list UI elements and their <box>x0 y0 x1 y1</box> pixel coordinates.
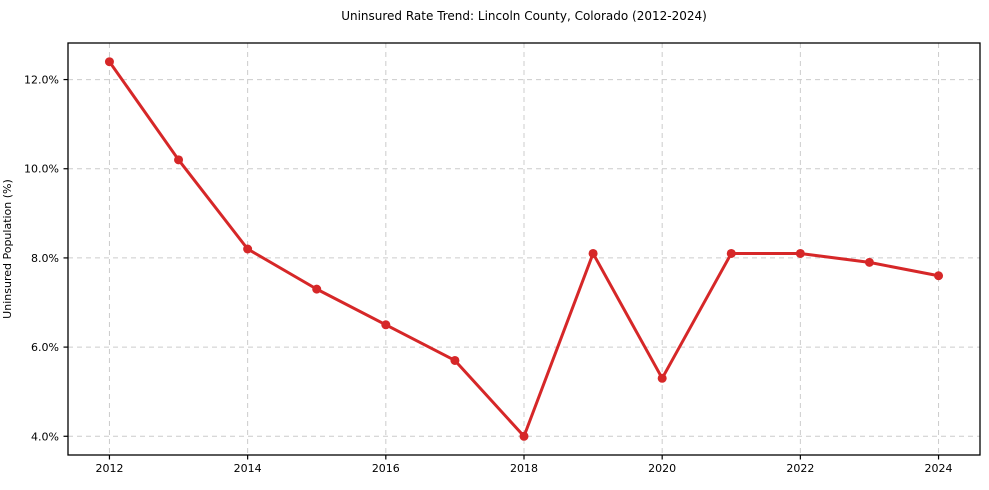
data-point <box>864 257 874 267</box>
data-point <box>519 431 529 441</box>
data-point <box>104 57 114 67</box>
chart-title: Uninsured Rate Trend: Lincoln County, Co… <box>341 9 707 23</box>
data-point <box>450 355 460 365</box>
x-tick-label: 2022 <box>786 462 814 475</box>
plot-border <box>67 42 981 456</box>
y-tick-label: 4.0% <box>31 430 59 443</box>
x-tick-label: 2012 <box>95 462 123 475</box>
x-tick-label: 2024 <box>925 462 953 475</box>
y-tick-label: 12.0% <box>24 74 59 87</box>
y-tick-label: 8.0% <box>31 252 59 265</box>
data-point <box>726 248 736 258</box>
data-point <box>381 320 391 330</box>
data-point <box>312 284 322 294</box>
data-point <box>243 244 253 254</box>
x-tick-label: 2020 <box>648 462 676 475</box>
y-tick-label: 10.0% <box>24 163 59 176</box>
data-point <box>657 373 667 383</box>
x-tick-label: 2014 <box>234 462 262 475</box>
data-point <box>795 248 805 258</box>
y-tick-label: 6.0% <box>31 341 59 354</box>
data-point <box>588 248 598 258</box>
x-tick-label: 2018 <box>510 462 538 475</box>
data-point <box>174 155 184 165</box>
x-tick-label: 2016 <box>372 462 400 475</box>
data-point <box>934 271 944 281</box>
